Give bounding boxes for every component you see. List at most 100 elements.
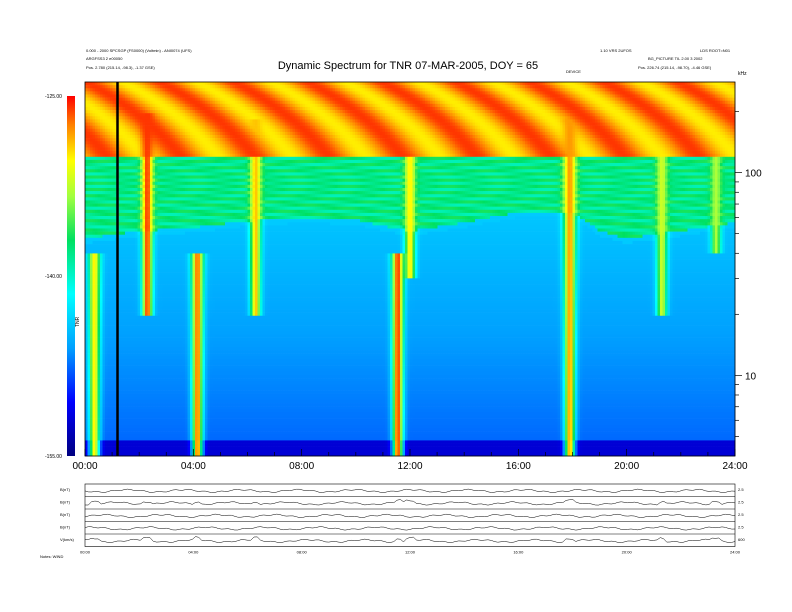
spectrogram-cell bbox=[160, 187, 163, 192]
spectrogram-cell bbox=[117, 222, 121, 226]
spectrogram-cell bbox=[130, 113, 133, 117]
spectrogram-cell bbox=[97, 406, 101, 410]
spectrogram-cell bbox=[155, 237, 158, 242]
spectrogram-cell bbox=[122, 159, 126, 164]
spectrogram-cell bbox=[147, 237, 151, 242]
spectrogram-cell bbox=[87, 325, 91, 329]
spectrogram-cell bbox=[100, 284, 103, 288]
spectrogram-cell bbox=[127, 321, 131, 326]
spectrogram-cell bbox=[137, 125, 141, 130]
spectrogram-cell bbox=[117, 219, 121, 223]
spectrogram-cell bbox=[182, 328, 186, 332]
spectrogram-cell bbox=[85, 353, 88, 357]
spectrogram-cell bbox=[127, 365, 131, 370]
spectrogram-cell bbox=[162, 287, 166, 292]
spectrogram-cell bbox=[92, 212, 96, 217]
spectrogram-cell bbox=[160, 259, 163, 264]
spectrogram-cell bbox=[182, 125, 186, 130]
spectrogram-cell bbox=[147, 228, 151, 232]
spectrogram-cell bbox=[160, 406, 163, 410]
spectrogram-cell bbox=[117, 374, 121, 379]
spectrogram-cell bbox=[152, 153, 156, 158]
spectrogram-cell bbox=[142, 412, 146, 416]
spectrogram-cell bbox=[102, 103, 106, 108]
spectrogram-cell bbox=[102, 300, 106, 304]
spectrogram-cell bbox=[87, 156, 91, 161]
spectrogram-cell bbox=[185, 110, 188, 114]
spectrogram-cell bbox=[155, 153, 158, 158]
spectrogram-cell bbox=[150, 340, 153, 345]
spectrogram-cell bbox=[177, 452, 181, 457]
spectrogram-cell bbox=[85, 368, 88, 373]
spectrogram-cell bbox=[142, 194, 146, 198]
spectrogram-cell bbox=[170, 153, 173, 158]
spectrogram-cell bbox=[120, 300, 123, 304]
spectrogram-cell bbox=[135, 228, 138, 232]
spectrogram-cell bbox=[170, 440, 173, 444]
spectrogram-cell bbox=[130, 365, 133, 370]
spectrogram-cell bbox=[142, 100, 146, 105]
spectrogram-cell bbox=[105, 110, 108, 114]
spectrogram-cell bbox=[107, 346, 111, 351]
spectrogram-cell bbox=[160, 94, 163, 98]
spectrogram-cell bbox=[175, 175, 178, 179]
spectrogram-cell bbox=[177, 449, 181, 454]
spectrogram-cell bbox=[100, 144, 103, 148]
spectrogram-cell bbox=[182, 159, 186, 164]
spectrogram-cell bbox=[157, 403, 161, 407]
spectrogram-cell bbox=[107, 390, 111, 394]
spectrogram-cell bbox=[92, 253, 96, 257]
spectrogram-cell bbox=[157, 272, 161, 276]
spectrogram-cell bbox=[87, 131, 91, 136]
spectrogram-cell bbox=[185, 94, 188, 98]
spectrogram-cell bbox=[140, 134, 143, 139]
spectrogram-cell bbox=[170, 253, 173, 257]
spectrogram-cell bbox=[180, 110, 183, 114]
spectrogram-cell bbox=[97, 262, 101, 267]
spectrogram-cell bbox=[120, 256, 123, 260]
spectrogram-cell bbox=[130, 421, 133, 426]
spectrogram-cell bbox=[107, 312, 111, 317]
spectrogram-cell bbox=[185, 225, 188, 229]
spectrogram-cell bbox=[87, 418, 91, 423]
spectrogram-cell bbox=[87, 225, 91, 229]
spectrogram-cell bbox=[172, 184, 176, 189]
spectrogram-cell bbox=[117, 194, 121, 198]
spectrogram-cell bbox=[125, 337, 128, 341]
spectrogram-cell bbox=[95, 284, 98, 288]
spectrogram-cell bbox=[172, 328, 176, 332]
spectrogram-cell bbox=[105, 303, 108, 307]
spectrogram-cell bbox=[107, 421, 111, 426]
spectrogram-cell bbox=[165, 303, 168, 307]
spectrogram-cell bbox=[142, 225, 146, 229]
spectrogram-cell bbox=[160, 303, 163, 307]
spectrogram-cell bbox=[165, 346, 168, 351]
spectrogram-cell bbox=[97, 240, 101, 245]
spectrogram-cell bbox=[97, 350, 101, 354]
spectrogram-cell bbox=[85, 103, 88, 108]
spectrogram-cell bbox=[117, 147, 121, 151]
spectrogram-cell bbox=[125, 318, 128, 323]
spectrogram-cell bbox=[102, 197, 106, 201]
spectrogram-cell bbox=[97, 315, 101, 320]
spectrogram-cell bbox=[105, 384, 108, 388]
spectrogram-cell bbox=[165, 181, 168, 186]
spectrogram-cell bbox=[112, 359, 116, 363]
spectrogram-cell bbox=[135, 175, 138, 179]
spectrogram-cell bbox=[182, 122, 186, 126]
spectrogram-cell bbox=[152, 284, 156, 288]
spectrogram-cell bbox=[187, 138, 191, 142]
spectrogram-cell bbox=[142, 381, 146, 385]
spectrogram-cell bbox=[142, 284, 146, 288]
spectrogram-cell bbox=[85, 399, 88, 404]
spectrogram-cell bbox=[125, 175, 128, 179]
spectrogram-cell bbox=[90, 178, 93, 183]
spectrogram-cell bbox=[145, 412, 148, 416]
spectrogram-cell bbox=[145, 200, 148, 204]
spectrogram-cell bbox=[105, 166, 108, 170]
spectrogram-cell bbox=[175, 103, 178, 108]
spectrogram-cell bbox=[142, 309, 146, 313]
spectrogram-cell bbox=[102, 100, 106, 105]
spectrogram-cell bbox=[137, 356, 141, 360]
spectrogram-cell bbox=[137, 390, 141, 394]
